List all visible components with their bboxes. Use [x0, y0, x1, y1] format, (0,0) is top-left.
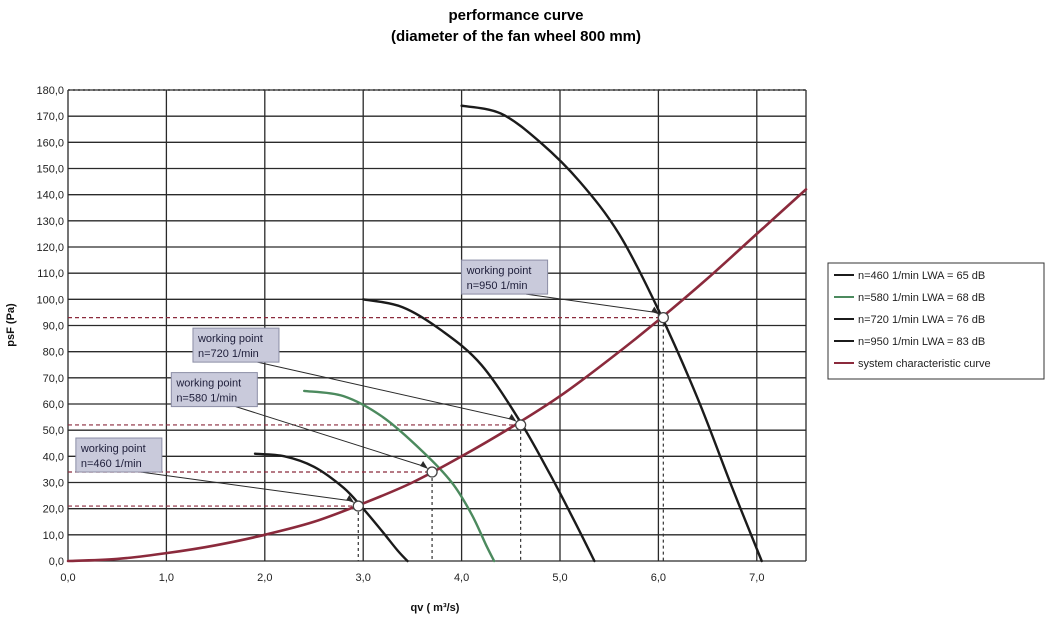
- y-tick-label: 100,0: [36, 294, 64, 306]
- y-tick-label: 70,0: [43, 373, 64, 385]
- y-tick-label: 160,0: [36, 137, 64, 149]
- working-point-speed: n=720 1/min: [198, 348, 259, 360]
- y-tick-label: 10,0: [43, 530, 64, 542]
- chart-subtitle: (diameter of the fan wheel 800 mm): [391, 28, 641, 45]
- working-point-speed: n=460 1/min: [81, 458, 142, 470]
- working-points: working point n=460 1/min working point n=5…: [75, 259, 669, 512]
- y-tick-label: 60,0: [43, 399, 64, 411]
- series-line-system-curve: [66, 188, 808, 563]
- y-tick-label: 90,0: [43, 321, 64, 333]
- y-axis-label: psF (Pa): [5, 303, 17, 347]
- grid: [67, 89, 807, 562]
- x-tick-label: 0,0: [60, 572, 75, 584]
- legend-entry: n=580 1/min LWA = 68 dB: [858, 292, 985, 304]
- x-tick-label: 5,0: [552, 572, 567, 584]
- y-tick-label: 40,0: [43, 451, 64, 463]
- working-point-leader: [257, 361, 515, 421]
- working-point-leader: [526, 293, 658, 314]
- y-tick-label: 120,0: [36, 242, 64, 254]
- series-line-fan-1: [303, 389, 496, 563]
- y-tick-label: 0,0: [49, 556, 64, 568]
- working-point-arrowhead: [420, 461, 429, 470]
- x-axis-label: qv ( m³/s): [411, 602, 460, 614]
- x-tick-label: 2,0: [257, 572, 272, 584]
- working-point-label: working point: [80, 443, 146, 455]
- working-point-marker: [426, 466, 438, 478]
- working-point-label: working point: [175, 378, 241, 390]
- working-point-arrowhead: [651, 306, 660, 315]
- y-tick-labels: 0,0 10,0 20,0 30,0 40,0 50,0 60,0 70,0 80,0 90,0 1…: [36, 85, 64, 568]
- y-tick-label: 130,0: [36, 216, 64, 228]
- working-point-label: working point: [466, 265, 532, 277]
- legend-entry: system characteristic curve: [858, 358, 991, 370]
- working-point-arrowhead: [508, 413, 517, 422]
- x-tick-label: 4,0: [454, 572, 469, 584]
- series-line-fan-3: [460, 104, 763, 563]
- y-tick-label: 50,0: [43, 425, 64, 437]
- y-tick-label: 80,0: [43, 347, 64, 359]
- working-point-label-box: [75, 437, 163, 473]
- working-point-leader: [235, 406, 427, 468]
- working-point-label-box: [170, 372, 258, 408]
- legend-entry: n=950 1/min LWA = 83 dB: [858, 336, 985, 348]
- series-line-fan-2: [362, 298, 596, 563]
- series-line-fan-0: [253, 452, 409, 563]
- working-point-marker: [352, 500, 364, 512]
- legend-box: [827, 262, 1045, 380]
- x-tick-label: 1,0: [159, 572, 174, 584]
- working-point-arrowhead: [346, 495, 355, 504]
- x-tick-label: 3,0: [356, 572, 371, 584]
- working-point-marker: [657, 311, 669, 324]
- x-tick-label: 7,0: [749, 572, 764, 584]
- working-point-marker: [514, 419, 527, 431]
- working-point-label-box: [192, 327, 280, 363]
- working-point-speed: n=950 1/min: [467, 280, 528, 292]
- curves: [66, 104, 808, 563]
- y-tick-label: 170,0: [36, 111, 64, 123]
- x-tick-label: 6,0: [651, 572, 666, 584]
- working-point-label-box: [461, 259, 549, 295]
- working-point-speed: n=580 1/min: [176, 393, 237, 405]
- legend: n=460 1/min LWA = 65 dB n=580 1/min LWA =…: [827, 262, 1045, 380]
- x-tick-labels: 0,0 1,0 2,0 3,0 4,0 5,0 6,0 7,0: [60, 572, 764, 584]
- y-tick-label: 30,0: [43, 478, 64, 490]
- working-point-label: working point: [197, 333, 263, 345]
- legend-entry: n=460 1/min LWA = 65 dB: [858, 270, 985, 282]
- working-point-leader: [140, 471, 353, 502]
- legend-entry: n=720 1/min LWA = 76 dB: [858, 314, 985, 326]
- chart-title: performance curve: [448, 7, 583, 24]
- y-tick-label: 20,0: [43, 504, 64, 516]
- y-tick-label: 110,0: [37, 268, 64, 280]
- y-tick-label: 150,0: [36, 164, 64, 176]
- y-tick-label: 180,0: [36, 85, 64, 97]
- y-tick-label: 140,0: [36, 190, 64, 202]
